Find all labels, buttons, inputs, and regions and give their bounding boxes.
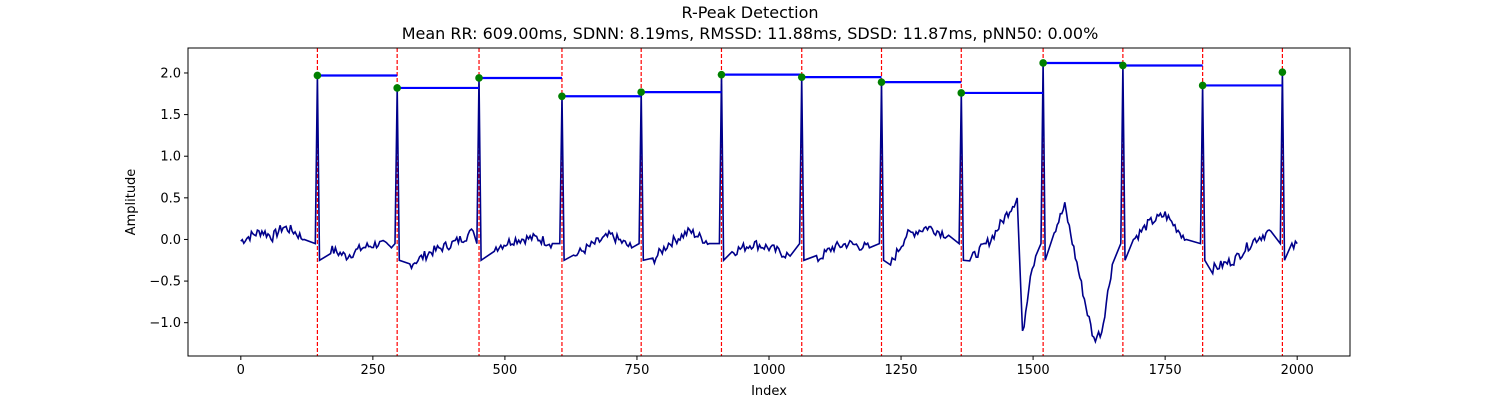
x-tick-label: 1500: [1017, 363, 1050, 378]
r-peak-marker: [1119, 61, 1127, 70]
r-peak-marker: [957, 89, 966, 97]
x-tick-label: 1000: [752, 363, 785, 378]
x-tick-label: 2000: [1281, 363, 1314, 378]
x-tick-label: 1250: [884, 363, 917, 378]
r-peak-marker: [475, 74, 483, 82]
y-tick-label: 0.0: [160, 233, 181, 248]
r-peak-marker: [1039, 59, 1047, 67]
chart-title: R-Peak Detection: [681, 3, 819, 22]
r-peak-marker: [797, 73, 806, 81]
r-peak-marker: [637, 88, 645, 96]
y-axis-label: Amplitude: [124, 169, 139, 236]
r-peak-marker: [1198, 81, 1207, 90]
x-tick-label: 250: [360, 363, 385, 378]
x-tick-label: 500: [492, 363, 517, 378]
y-tick-label: −0.5: [149, 275, 181, 290]
r-peak-marker: [393, 84, 401, 92]
chart-subtitle: Mean RR: 609.00ms, SDNN: 8.19ms, RMSSD: …: [401, 24, 1099, 43]
y-tick-label: 2.0: [160, 66, 181, 81]
plot-area: [188, 48, 1350, 356]
r-peak-marker: [1278, 68, 1287, 76]
y-tick-label: −1.0: [149, 316, 181, 331]
x-tick-label: 0: [237, 363, 245, 378]
x-tick-label: 750: [625, 363, 650, 378]
r-peak-marker: [558, 92, 566, 101]
x-tick-label: 1750: [1149, 363, 1182, 378]
r-peak-marker: [877, 78, 886, 86]
y-tick-label: 0.5: [160, 191, 181, 206]
y-tick-label: 1.5: [160, 108, 181, 123]
y-tick-label: 1.0: [160, 150, 181, 165]
x-axis-label: Index: [751, 384, 787, 399]
r-peak-marker: [717, 70, 726, 79]
r-peak-marker: [313, 71, 322, 80]
ecg-signal-line: [240, 62, 1298, 345]
